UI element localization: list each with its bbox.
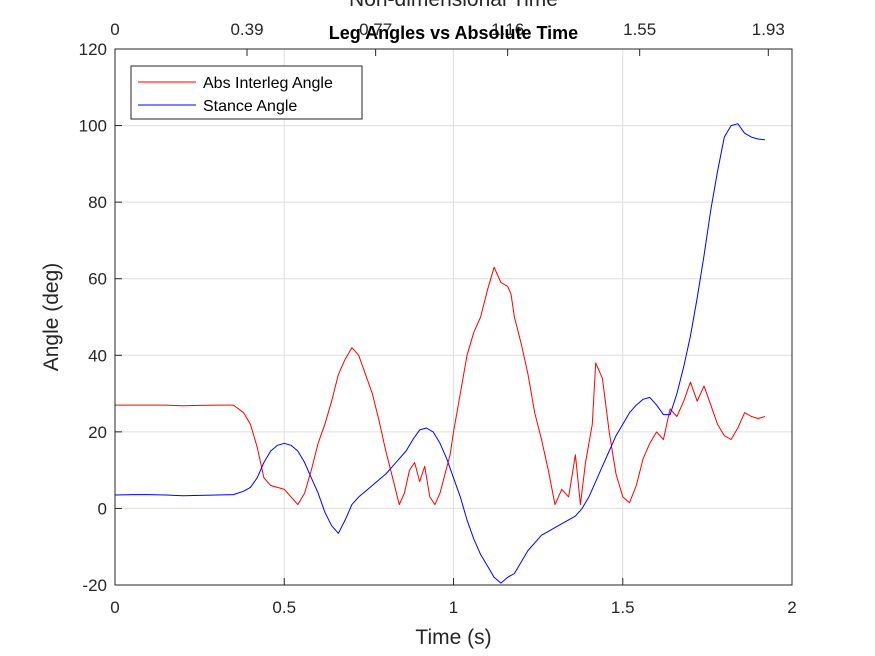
legend-label-stance: Stance Angle bbox=[203, 98, 297, 115]
top-tick-label: 1.93 bbox=[752, 20, 785, 39]
top-tick-label: 1.16 bbox=[491, 20, 524, 39]
legend: Abs Interleg Angle Stance Angle bbox=[130, 65, 363, 120]
y-tick-label: -20 bbox=[82, 576, 107, 595]
x-tick-label: 1.5 bbox=[611, 598, 635, 617]
top-tick-label: 0.39 bbox=[230, 20, 263, 39]
x-tick-label: 0.5 bbox=[272, 598, 296, 617]
y-tick-label: 20 bbox=[88, 423, 107, 442]
series-line-0 bbox=[115, 266, 766, 506]
series-lines bbox=[114, 123, 766, 584]
x-axis-label: Time (s) bbox=[415, 626, 491, 649]
y-tick-label: 0 bbox=[98, 499, 107, 518]
grid bbox=[115, 49, 792, 585]
x-tick-label: 1 bbox=[449, 598, 458, 617]
y-tick-label: 100 bbox=[79, 117, 107, 136]
top-axis-label: Non-dimensional Time bbox=[349, 0, 558, 11]
x-axis-ticks: 0 0.5 1 1.5 2 bbox=[110, 578, 797, 617]
top-tick-label: 0.77 bbox=[359, 20, 392, 39]
y-axis-ticks: -20 0 20 40 60 80 100 120 bbox=[79, 40, 122, 595]
x-tick-label: 0 bbox=[110, 598, 119, 617]
legend-label-abs-interleg: Abs Interleg Angle bbox=[203, 75, 333, 92]
y-tick-label: 40 bbox=[88, 346, 107, 365]
y-tick-label: 60 bbox=[88, 270, 107, 289]
y-tick-label: 120 bbox=[79, 40, 107, 59]
x-tick-label: 2 bbox=[787, 598, 796, 617]
legend-box bbox=[130, 65, 363, 120]
top-tick-label: 1.55 bbox=[623, 20, 656, 39]
chart-title: Leg Angles vs Absolute Time bbox=[329, 23, 578, 43]
y-tick-label: 80 bbox=[88, 193, 107, 212]
y-axis-label: Angle (deg) bbox=[40, 263, 63, 372]
top-tick-label: 0 bbox=[110, 20, 119, 39]
series-line-1 bbox=[114, 123, 765, 584]
top-axis-ticks: 0 0.39 0.77 1.16 1.55 1.93 bbox=[110, 20, 785, 56]
